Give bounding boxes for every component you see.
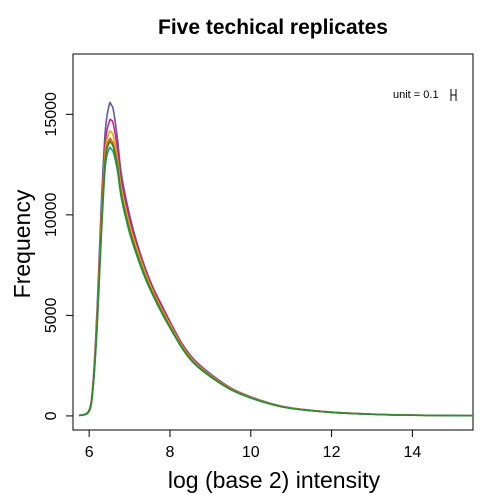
unit-annotation: unit = 0.1 xyxy=(393,89,439,101)
unit-marker xyxy=(450,89,457,101)
x-tick-label: 10 xyxy=(242,444,260,461)
series-group xyxy=(78,101,474,417)
x-axis-label: log (base 2) intensity xyxy=(168,467,381,493)
series-line-5 xyxy=(78,146,474,417)
y-tick-label: 10000 xyxy=(43,193,60,238)
series-line-4 xyxy=(78,137,474,417)
y-tick-label: 15000 xyxy=(43,92,60,137)
y-tick-label: 5000 xyxy=(43,297,60,333)
x-tick-label: 12 xyxy=(323,444,341,461)
y-axis-label: Frequency xyxy=(9,189,35,298)
x-tick-label: 6 xyxy=(85,444,94,461)
x-tick-label: 14 xyxy=(403,444,421,461)
x-axis: 6 8 10 12 14 xyxy=(85,430,421,461)
series-line-3 xyxy=(78,130,474,417)
y-axis: 0 5000 10000 15000 xyxy=(43,92,73,420)
y-tick-label: 0 xyxy=(43,411,60,420)
series-line-2 xyxy=(78,118,474,417)
chart-title: Five techical replicates xyxy=(158,16,388,39)
series-line-6 xyxy=(78,140,474,417)
x-tick-label: 8 xyxy=(166,444,175,461)
plot-frame xyxy=(72,53,474,431)
